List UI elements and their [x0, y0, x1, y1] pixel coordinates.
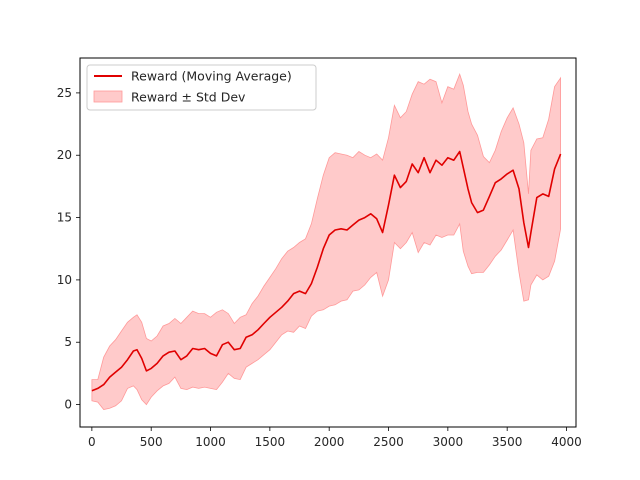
- moving-average-line-layer: [91, 150, 562, 392]
- y-axis-ticks: 0 5 10 15 20 25: [57, 86, 80, 412]
- y-tick-label: 0: [64, 398, 72, 412]
- axes-frame: [79, 57, 577, 428]
- y-tick-label: 25: [57, 86, 72, 100]
- legend-entry-moving-average: Reward (Moving Average): [131, 69, 292, 84]
- moving-average-line: [91, 150, 562, 392]
- x-tick-label: 0: [88, 435, 96, 449]
- x-tick-label: 1500: [255, 435, 286, 449]
- x-tick-label: 4000: [551, 435, 582, 449]
- legend-box: [86, 64, 317, 111]
- plot-area: [91, 73, 562, 410]
- legend-band-swatch: [93, 90, 123, 103]
- x-tick-label: 3000: [433, 435, 464, 449]
- x-tick-label: 1000: [195, 435, 226, 449]
- x-tick-label: 2500: [373, 435, 404, 449]
- x-tick-label: 500: [140, 435, 163, 449]
- x-tick-label: 2000: [314, 435, 345, 449]
- legend-entry-std-dev: Reward ± Std Dev: [131, 90, 246, 105]
- x-axis-ticks: 0 500 1000 1500 2000 2500 3000 3500 4000: [88, 427, 582, 449]
- y-tick-label: 20: [57, 148, 72, 162]
- y-tick-label: 10: [57, 273, 72, 287]
- y-tick-label: 15: [57, 211, 72, 225]
- y-tick-label: 5: [64, 335, 72, 349]
- legend: Reward (Moving Average) Reward ± Std Dev: [86, 64, 317, 111]
- x-tick-label: 3500: [492, 435, 523, 449]
